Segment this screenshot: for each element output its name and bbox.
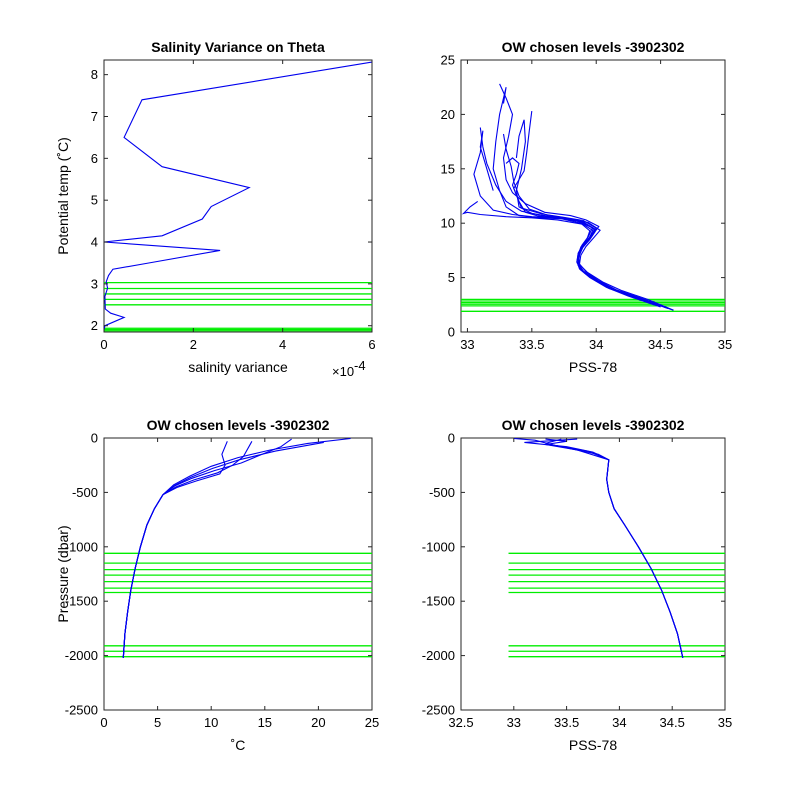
- x-tick-label: 34: [612, 715, 626, 730]
- y-tick-label: -500: [72, 485, 98, 500]
- chart-panel-4: 32.5 33 33.5 34 34.5 35 0 -500 -1000 -1500 -2000 -2…: [422, 417, 732, 753]
- x-axis-label: PSS-78: [569, 359, 617, 375]
- x-tick-label: 4: [279, 337, 286, 352]
- y-tick-label: 3: [91, 276, 98, 291]
- profile-series-line: [104, 61, 372, 331]
- y-tick-label: -2500: [422, 703, 455, 718]
- y-tick-label: 0: [448, 325, 455, 340]
- y-tick-label: 6: [91, 151, 98, 166]
- x-tick-label: 34.5: [648, 337, 673, 352]
- profile-series-line: [513, 111, 659, 306]
- plot-content: [508, 438, 725, 658]
- profile-series-line: [545, 438, 684, 658]
- plot-content: [104, 61, 372, 332]
- y-tick-label: 5: [448, 270, 455, 285]
- y-axis-label: Pressure (dbar): [55, 525, 71, 622]
- y-tick-label: -1500: [65, 594, 98, 609]
- chart-title: OW chosen levels -3902302: [502, 39, 685, 55]
- x-tick-label: 15: [258, 715, 272, 730]
- plot-area: [460, 437, 726, 711]
- x-tick-label: 35: [718, 715, 732, 730]
- y-tick-label: 7: [91, 109, 98, 124]
- chart-panel-3: 0 5 10 15 20 25 0 -500 -1000 -1500 -2000 -2500 OW ch…: [55, 417, 379, 753]
- plot-content: [104, 438, 372, 658]
- x-tick-label: 33.5: [519, 337, 544, 352]
- x-tick-label: 33: [460, 337, 474, 352]
- y-tick-label: 25: [441, 53, 455, 68]
- x-axis-label: salinity variance: [188, 359, 288, 375]
- plot-area: [103, 437, 373, 711]
- y-tick-label: 4: [91, 235, 98, 250]
- x-axis-label: PSS-78: [569, 737, 617, 753]
- chart-title: OW chosen levels -3902302: [147, 417, 330, 433]
- y-tick-label: 0: [448, 431, 455, 446]
- y-tick-label: 0: [91, 431, 98, 446]
- profile-series-line: [502, 133, 672, 310]
- x-tick-label: 5: [154, 715, 161, 730]
- y-tick-label: 5: [91, 193, 98, 208]
- chart-panel-2: 33 33.5 34 34.5 35 0 5 10 15 20 25 OW chosen levels…: [441, 39, 733, 375]
- y-tick-label: -2000: [65, 648, 98, 663]
- x-tick-label: 33.5: [554, 715, 579, 730]
- x-multiplier: ×10: [332, 364, 354, 379]
- x-tick-label: 2: [190, 337, 197, 352]
- x-tick-label: 32.5: [448, 715, 473, 730]
- x-tick-label: 35: [718, 337, 732, 352]
- y-tick-label: -1000: [65, 539, 98, 554]
- plot-area: [460, 59, 726, 333]
- y-tick-label: 20: [441, 107, 455, 122]
- profile-series-line: [479, 127, 669, 310]
- y-tick-label: -1000: [422, 539, 455, 554]
- y-axis-label: Potential temp (˚C): [55, 137, 71, 254]
- y-tick-label: -2000: [422, 648, 455, 663]
- x-tick-label: 0: [100, 715, 107, 730]
- x-tick-label: 0: [100, 337, 107, 352]
- x-tick-label: 25: [365, 715, 379, 730]
- x-tick-label: 6: [368, 337, 375, 352]
- x-tick-label: 10: [204, 715, 218, 730]
- profile-series-line: [122, 441, 324, 658]
- x-axis-label: ˚C: [231, 737, 246, 753]
- chart-title: OW chosen levels -3902302: [502, 417, 685, 433]
- y-tick-label: -500: [429, 485, 455, 500]
- plot-content: [461, 83, 725, 312]
- x-tick-label: 34: [589, 337, 603, 352]
- y-tick-label: 2: [91, 318, 98, 333]
- x-tick-label: 34.5: [660, 715, 685, 730]
- y-tick-label: -2500: [65, 703, 98, 718]
- plot-area: [103, 59, 373, 333]
- y-tick-label: -1500: [422, 594, 455, 609]
- x-tick-label: 20: [311, 715, 325, 730]
- profile-series-line: [473, 130, 674, 311]
- y-tick-label: 8: [91, 67, 98, 82]
- x-exponent: -4: [354, 358, 366, 373]
- y-tick-label: 10: [441, 216, 455, 231]
- chart-title: Salinity Variance on Theta: [151, 39, 325, 55]
- x-tick-label: 33: [507, 715, 521, 730]
- y-tick-label: 15: [441, 161, 455, 176]
